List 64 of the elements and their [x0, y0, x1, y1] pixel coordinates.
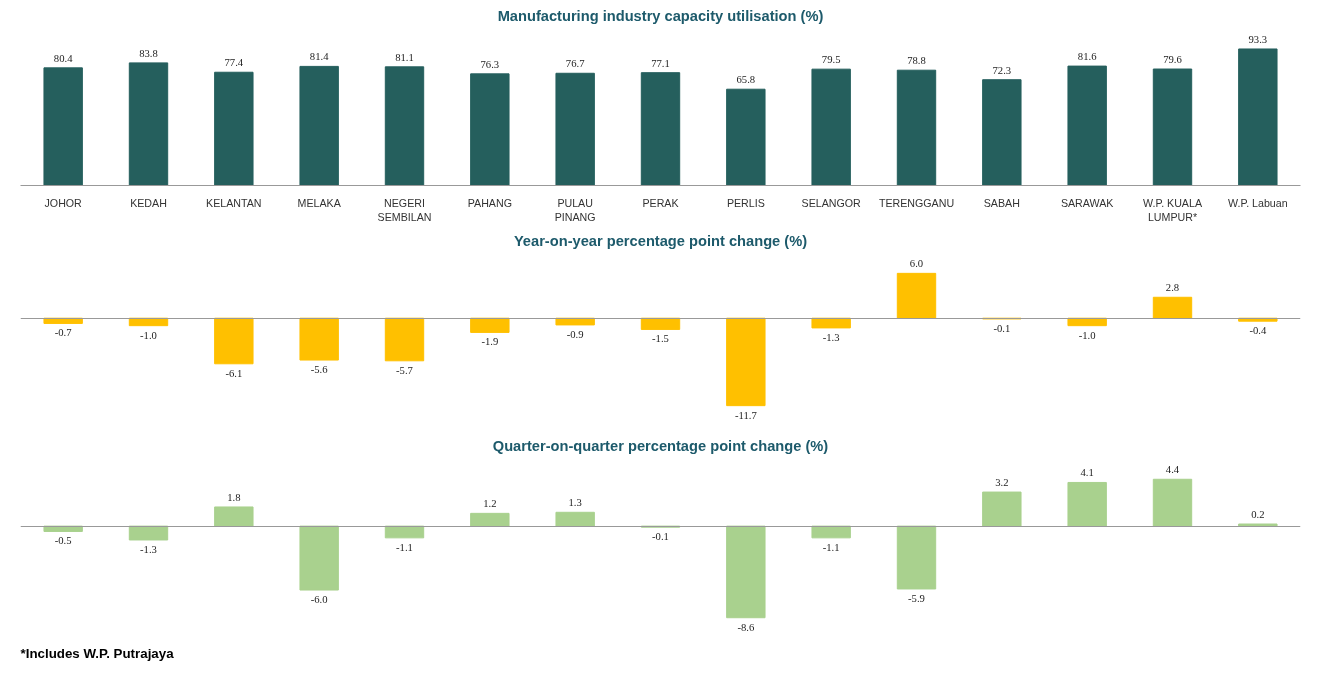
data-label: 1.8	[227, 491, 241, 503]
x-tick-label: PULAU PINANG	[554, 196, 596, 223]
data-label: -5.7	[396, 364, 414, 376]
data-label: -1.9	[481, 336, 499, 348]
x-tick-label: MELAKA	[297, 196, 342, 209]
x-tick-label: KEDAH	[130, 196, 167, 209]
data-label: 76.3	[480, 58, 500, 70]
data-label: 79.6	[1163, 54, 1183, 66]
data-label: 0.2	[1251, 509, 1265, 520]
x-tick-label: PERLIS	[726, 196, 765, 209]
data-label: 78.8	[907, 55, 926, 67]
x-tick-label: PAHANG	[467, 196, 512, 209]
x-tick-label: NEGERI SEMBILAN	[377, 196, 432, 223]
x-tick-label: JOHOR	[44, 196, 83, 209]
data-label: 1.2	[483, 498, 497, 510]
x-tick-label: W.P. Labuan	[1228, 196, 1288, 209]
data-label: -11.7	[734, 409, 758, 421]
data-label: -0.7	[54, 327, 73, 339]
data-label: -5.6	[310, 364, 329, 376]
data-label: -0.4	[1249, 325, 1267, 337]
x-tick-label: TERENGGANU	[878, 196, 955, 209]
data-label: -8.6	[737, 621, 755, 633]
data-label: 79.5	[821, 54, 841, 66]
data-label: -1.3	[140, 543, 157, 555]
x-tick-label: W.P. KUALA LUMPUR*	[1142, 196, 1203, 223]
data-label: 77.4	[224, 57, 244, 69]
data-label: -1.1	[822, 541, 840, 553]
x-tick-label: PERAK	[642, 196, 679, 209]
data-label: 4.4	[1165, 464, 1180, 476]
data-label: 83.8	[139, 47, 158, 59]
chart-title: Year-on-year percentage point change (%)	[513, 232, 808, 249]
data-label: 2.8	[1165, 282, 1180, 294]
data-label: -0.1	[652, 531, 669, 543]
data-label: 3.2	[995, 477, 1009, 489]
data-label: 6.0	[909, 258, 924, 270]
data-label: -5.9	[908, 592, 925, 604]
x-tick-label: KELANTAN	[206, 196, 262, 209]
data-label: 4.1	[1080, 467, 1094, 479]
data-label: 81.6	[1077, 51, 1098, 63]
data-label: -0.1	[993, 322, 1011, 334]
data-label: -1.3	[822, 331, 840, 343]
x-tick-label: SARAWAK	[1060, 196, 1114, 209]
x-tick-label: SELANGOR	[801, 196, 862, 209]
data-label: 81.4	[309, 51, 330, 63]
data-label: -1.0	[1078, 329, 1096, 341]
data-label: 81.1	[395, 51, 414, 63]
x-tick-label: SABAH	[983, 196, 1020, 209]
data-label: 72.3	[992, 64, 1012, 76]
data-label: -1.1	[396, 541, 413, 553]
data-label: -6.1	[225, 367, 243, 379]
data-label: -1.5	[652, 333, 669, 345]
data-label: 80.4	[53, 52, 74, 64]
data-label: 93.3	[1248, 33, 1268, 45]
chart-title: Manufacturing industry capacity utilisation (%)	[497, 7, 824, 24]
text: *Includes W.P. Putrajaya	[20, 645, 175, 661]
data-label: 77.1	[651, 57, 670, 69]
data-label: -0.5	[54, 535, 72, 547]
data-label: 65.8	[736, 74, 756, 86]
data-label: 1.3	[568, 497, 582, 509]
data-label: 76.7	[565, 58, 586, 70]
data-label: -1.0	[140, 329, 157, 341]
data-label: -6.0	[310, 594, 328, 606]
data-label: -0.9	[566, 328, 584, 340]
chart-title: Quarter-on-quarter percentage point change (%)	[492, 437, 829, 454]
